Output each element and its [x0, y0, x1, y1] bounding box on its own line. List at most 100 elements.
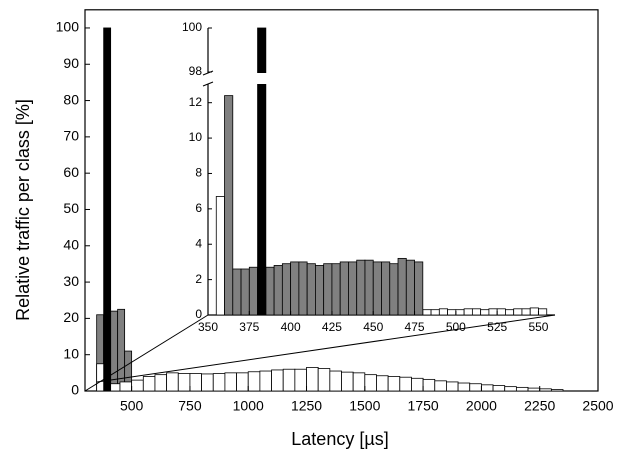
- histogram-bar: [389, 263, 399, 316]
- y-axis-title: Relative traffic per class [%]: [13, 99, 33, 321]
- histogram-bar: [259, 370, 272, 392]
- x-tick-label: 400: [281, 320, 301, 334]
- histogram-bar: [469, 383, 482, 392]
- zoom-line: [84, 314, 209, 392]
- histogram-bar: [504, 386, 517, 392]
- y-tick-label: 0: [71, 382, 79, 398]
- histogram-bar: [434, 380, 447, 392]
- histogram-bar: [381, 261, 391, 316]
- histogram-bar: [248, 266, 258, 316]
- histogram-bar: [422, 309, 432, 316]
- y-tick-label: 6: [195, 201, 202, 215]
- x-tick-label: 525: [487, 320, 507, 334]
- y-tick-label: 90: [63, 55, 79, 71]
- histogram-bar: [447, 309, 457, 316]
- axis-break: [202, 81, 214, 87]
- histogram-bar: [290, 261, 300, 316]
- x-tick-label: 750: [178, 398, 202, 414]
- histogram-bar: [212, 373, 226, 392]
- y-tick-label: 0: [195, 307, 202, 321]
- y-tick-label: 12: [189, 95, 203, 109]
- x-tick-label: 425: [322, 320, 342, 334]
- y-tick-label: 100: [56, 19, 80, 35]
- histogram-bar: [446, 381, 459, 392]
- histogram-bar: [236, 372, 249, 392]
- x-tick-label: 2000: [466, 398, 497, 414]
- x-tick-label: 550: [528, 320, 548, 334]
- histogram-bar: [455, 309, 465, 316]
- x-tick-label: 500: [120, 398, 144, 414]
- histogram-bar: [166, 372, 179, 392]
- axis-break: [200, 73, 555, 84]
- histogram-bar: [189, 373, 202, 392]
- histogram-bar: [323, 263, 333, 316]
- histogram-bar: [201, 373, 214, 392]
- histogram-bar: [422, 378, 436, 392]
- histogram-bar: [142, 376, 156, 392]
- y-tick-label: 30: [63, 273, 79, 289]
- histogram-bar: [341, 371, 354, 392]
- y-tick-label: 20: [63, 309, 79, 325]
- histogram-bar: [488, 308, 498, 316]
- histogram-bar: [103, 27, 112, 392]
- histogram-bar: [364, 374, 377, 392]
- histogram-bar: [240, 268, 250, 316]
- y-tick-label: 2: [195, 272, 202, 286]
- x-tick-label: 500: [446, 320, 466, 334]
- histogram-bar: [271, 369, 284, 392]
- y-tick-label: 60: [63, 164, 79, 180]
- histogram-bar: [463, 308, 473, 316]
- histogram-bar: [317, 368, 331, 392]
- histogram-bar: [273, 265, 283, 316]
- histogram-bar: [265, 266, 275, 316]
- histogram-bar: [505, 309, 515, 316]
- histogram-bar: [224, 95, 234, 316]
- histogram-bar: [364, 259, 374, 316]
- histogram-bar: [513, 308, 523, 316]
- histogram-bar: [356, 259, 366, 316]
- histogram-bar: [339, 261, 349, 316]
- histogram-bar: [492, 385, 506, 392]
- histogram-bar: [154, 374, 168, 392]
- y-tick-label: 50: [63, 200, 79, 216]
- histogram-bar: [515, 386, 529, 392]
- x-tick-label: 2250: [524, 398, 555, 414]
- histogram-bar: [527, 387, 541, 392]
- x-tick-label: 1250: [291, 398, 322, 414]
- histogram-bar: [298, 261, 308, 316]
- histogram-bar: [215, 196, 225, 316]
- x-tick-label: 1750: [408, 398, 439, 414]
- histogram-bar: [411, 377, 424, 392]
- x-tick-label: 475: [405, 320, 425, 334]
- histogram-bar: [430, 309, 440, 316]
- histogram-bar: [306, 263, 316, 316]
- histogram-bar: [177, 373, 191, 392]
- histogram-bar: [247, 371, 261, 392]
- y-tick-label: 4: [195, 236, 202, 250]
- histogram-bar: [257, 27, 267, 316]
- histogram-bar: [397, 257, 407, 316]
- y-tick-label: 70: [63, 128, 79, 144]
- x-tick-label: 350: [198, 320, 218, 334]
- histogram-bar: [376, 375, 389, 392]
- histogram-bar: [331, 263, 341, 316]
- histogram-bar: [529, 307, 539, 316]
- histogram-bar: [438, 308, 448, 316]
- y-tick-label: 80: [63, 91, 79, 107]
- x-tick-label: 375: [239, 320, 259, 334]
- x-axis-title: Latency [µs]: [291, 429, 388, 449]
- x-tick-label: 2500: [582, 398, 613, 414]
- histogram-bar: [131, 379, 144, 392]
- histogram-bar: [405, 259, 415, 316]
- histogram-bar: [315, 265, 325, 316]
- histogram-bar: [550, 389, 564, 392]
- y-tick-label: 10: [189, 130, 203, 144]
- histogram-bar: [496, 308, 506, 316]
- histogram-bar: [294, 368, 307, 392]
- histogram-bar: [539, 388, 552, 392]
- histogram-bar: [329, 370, 342, 392]
- histogram-bar: [471, 308, 482, 316]
- histogram-bar: [306, 367, 319, 392]
- histogram-bar: [352, 372, 366, 392]
